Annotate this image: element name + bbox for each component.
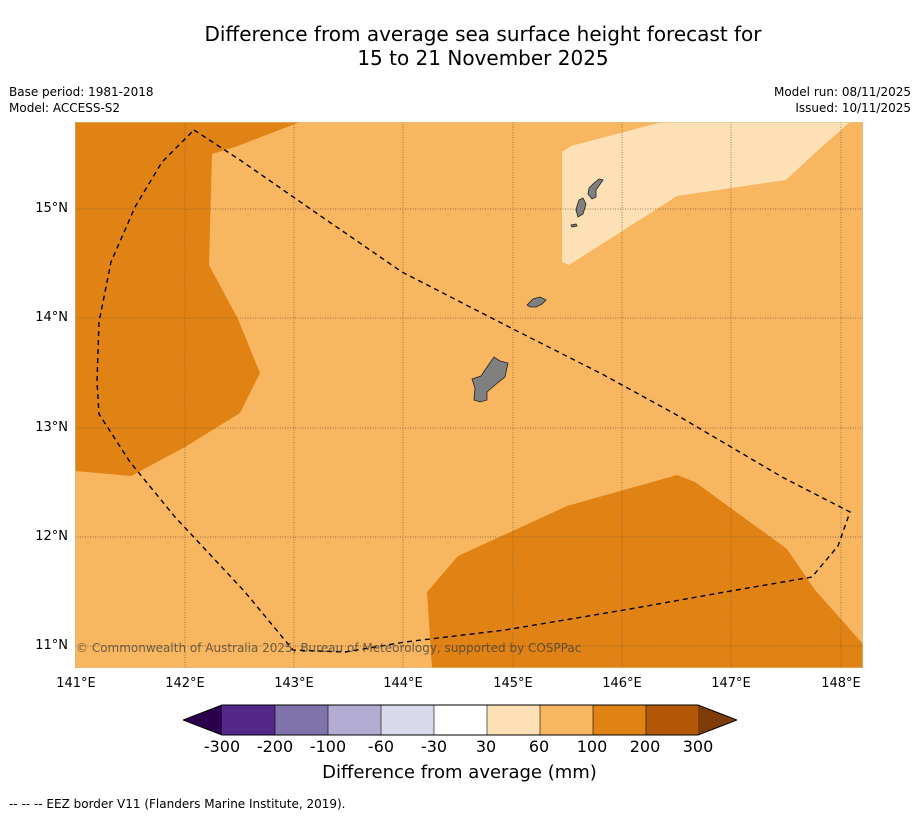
colorbar-bin-200-300 bbox=[646, 705, 698, 735]
colorbar-label-30: 30 bbox=[475, 737, 497, 756]
graticule bbox=[75, 122, 863, 668]
eez-footnote: -- -- -- EEZ border V11 (Flanders Marine… bbox=[9, 797, 346, 811]
region-100-200-west bbox=[75, 122, 300, 476]
colorbar-label-100: 100 bbox=[576, 737, 608, 756]
colorbar-title: Difference from average (mm) bbox=[322, 762, 597, 783]
copyright-note: © Commonwealth of Australia 2025, Bureau… bbox=[76, 641, 582, 655]
lon-label-144e: 144°E bbox=[383, 676, 423, 691]
lon-label-141e: 141°E bbox=[56, 676, 96, 691]
colorbar-label-200: 200 bbox=[629, 737, 661, 756]
colorbar-label-minus200: -200 bbox=[256, 737, 294, 756]
colorbar-bin-100-200 bbox=[593, 705, 646, 735]
colorbar-bin-minus30-30 bbox=[434, 705, 487, 735]
colorbar-extend-positive bbox=[698, 705, 737, 735]
colorbar-label-minus30: -30 bbox=[420, 737, 448, 756]
island-saipan bbox=[587, 178, 604, 200]
island-tinian bbox=[575, 197, 587, 218]
lon-label-145e: 145°E bbox=[493, 676, 533, 691]
lon-label-146e: 146°E bbox=[602, 676, 642, 691]
colorbar-label-60: 60 bbox=[528, 737, 550, 756]
title-line-1: Difference from average sea surface heig… bbox=[204, 22, 762, 46]
base-period: Base period: 1981-2018 bbox=[9, 85, 154, 99]
region-100-200-southeast bbox=[427, 475, 863, 668]
colorbar-label-minus300: -300 bbox=[203, 737, 241, 756]
title-line-2: 15 to 21 November 2025 bbox=[357, 46, 609, 70]
model-name: Model: ACCESS-S2 bbox=[9, 101, 121, 115]
island-rota bbox=[526, 296, 547, 308]
colorbar-bin-minus100-minus60 bbox=[328, 705, 381, 735]
chart-title: Difference from average sea surface heig… bbox=[0, 22, 919, 70]
lon-label-142e: 142°E bbox=[165, 676, 205, 691]
colorbar-bin-minus300-minus200 bbox=[222, 705, 275, 735]
map-panel bbox=[75, 122, 863, 668]
colorbar-bin-minus200-minus100 bbox=[275, 705, 328, 735]
colorbar-label-300: 300 bbox=[682, 737, 714, 756]
meta-right: Model run: 08/11/2025 Issued: 10/11/2025 bbox=[774, 84, 911, 116]
lon-label-143e: 143°E bbox=[274, 676, 314, 691]
islands bbox=[471, 178, 604, 403]
colorbar-bin-60-100 bbox=[540, 705, 593, 735]
colorbar-label-minus60: -60 bbox=[367, 737, 395, 756]
colorbar bbox=[183, 704, 737, 736]
eez-border bbox=[96, 129, 851, 653]
lat-label-11n: 11°N bbox=[35, 638, 68, 653]
colorbar-extend-negative bbox=[183, 705, 222, 735]
colorbar-label-minus100: -100 bbox=[309, 737, 347, 756]
lon-label-148e: 148°E bbox=[821, 676, 861, 691]
lat-label-14n: 14°N bbox=[35, 310, 68, 325]
meta-left: Base period: 1981-2018 Model: ACCESS-S2 bbox=[9, 84, 154, 116]
colorbar-outline bbox=[183, 704, 737, 736]
colorbar-bin-30-60 bbox=[487, 705, 540, 735]
map-frame bbox=[75, 122, 863, 668]
colorbar-bin-minus60-minus30 bbox=[381, 705, 434, 735]
lon-label-147e: 147°E bbox=[711, 676, 751, 691]
lat-label-15n: 15°N bbox=[35, 201, 68, 216]
colorbar-dividers bbox=[274, 705, 647, 735]
island-guam bbox=[471, 356, 509, 403]
model-run: Model run: 08/11/2025 bbox=[773, 85, 911, 99]
lat-label-12n: 12°N bbox=[35, 529, 68, 544]
lat-label-13n: 13°N bbox=[35, 420, 68, 435]
island-aguijan bbox=[570, 223, 578, 228]
region-30-60-northeast bbox=[562, 122, 850, 265]
issued-date: Issued: 10/11/2025 bbox=[795, 101, 911, 115]
